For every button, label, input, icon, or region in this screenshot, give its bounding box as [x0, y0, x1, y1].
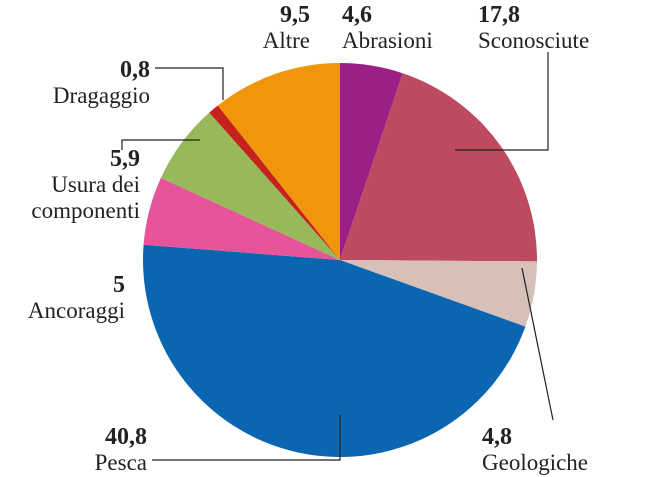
- category-label: Sconosciute: [478, 28, 590, 53]
- pie-slice: [143, 177, 340, 260]
- leader-lines: [121, 52, 554, 461]
- slice-label: 0,8 Dragaggio: [0, 57, 150, 109]
- category-label: Altre: [262, 28, 310, 53]
- category-label: Ancoraggi: [27, 298, 125, 323]
- pie-slice: [160, 112, 340, 260]
- category-label: Abrasioni: [342, 28, 433, 53]
- value-label: 5: [113, 272, 125, 298]
- value-label: 40,8: [105, 424, 147, 450]
- pie-slice: [217, 63, 340, 260]
- pie-slice: [340, 73, 537, 262]
- value-label: 17,8: [478, 2, 520, 28]
- pie-slice: [340, 63, 403, 260]
- leader-line: [121, 139, 200, 150]
- pie-slice: [340, 260, 537, 327]
- leader-line: [521, 267, 554, 421]
- category-label: Pesca: [94, 450, 147, 475]
- slice-label: 17,8 Sconosciute: [478, 2, 648, 54]
- category-label: Dragaggio: [52, 83, 150, 108]
- value-label: 5,9: [110, 146, 140, 172]
- slice-label: 4,6 Abrasioni: [342, 2, 492, 54]
- slice-label: 40,8 Pesca: [7, 424, 147, 476]
- category-label: Geologiche: [482, 450, 589, 475]
- slice-label: 9,5 Altre: [210, 2, 310, 54]
- value-label: 9,5: [280, 2, 310, 28]
- pie-slice: [142, 244, 526, 458]
- slice-label: 4,8 Geologiche: [482, 424, 642, 476]
- leader-line: [155, 67, 224, 100]
- value-label: 0,8: [120, 57, 150, 83]
- category-label: Usura dei componenti: [31, 172, 140, 223]
- leader-line: [152, 415, 341, 461]
- value-label: 4,8: [482, 424, 512, 450]
- leader-line: [455, 52, 549, 151]
- slice-label: 5,9 Usura dei componenti: [0, 146, 140, 224]
- pie-slice: [209, 105, 340, 260]
- pie: [142, 63, 537, 458]
- value-label: 4,6: [342, 2, 372, 28]
- slice-label: 5 Ancoraggi: [0, 272, 125, 324]
